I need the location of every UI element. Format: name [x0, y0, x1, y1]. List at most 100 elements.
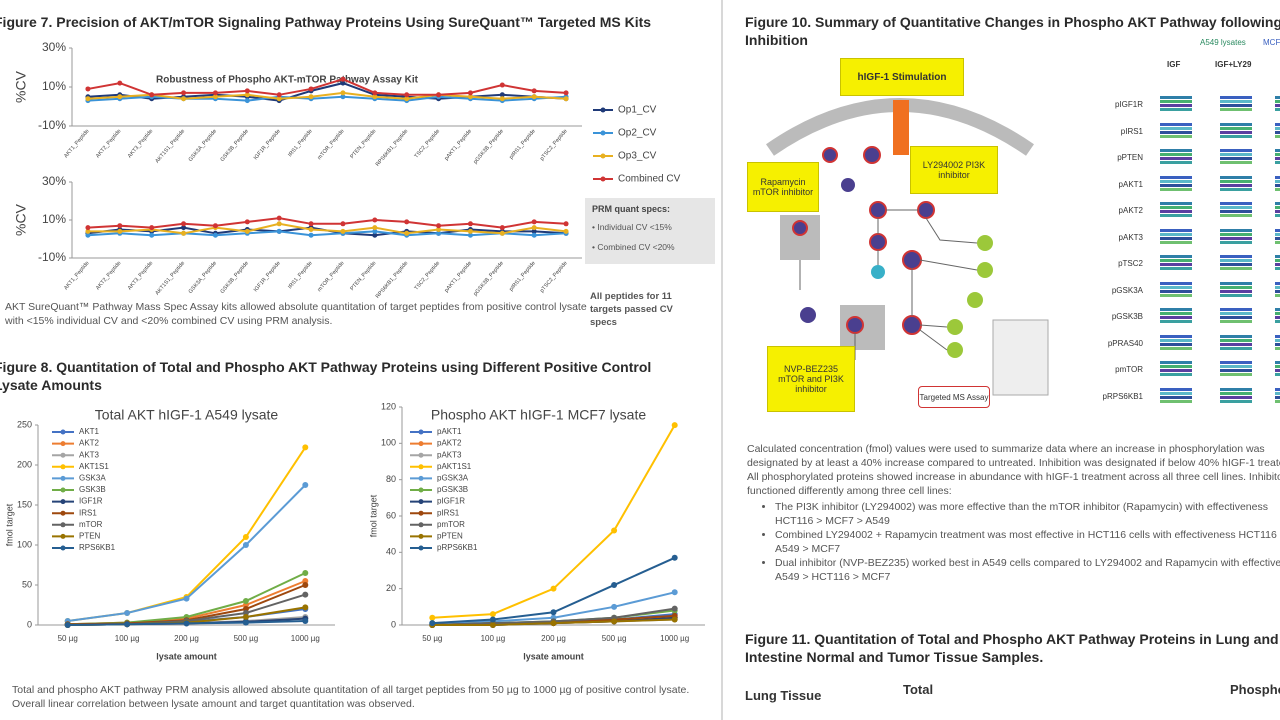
heatmap-stripe: [1275, 202, 1280, 205]
y-tick-label: 10%: [42, 212, 66, 226]
legend-marker: [60, 522, 66, 528]
node: [947, 342, 963, 358]
legend-label: GSK3B: [79, 485, 106, 494]
y-axis-label: %CV: [13, 70, 29, 103]
node: [800, 307, 816, 323]
data-point: [85, 225, 91, 231]
y-tick-label: 30%: [42, 40, 66, 54]
heatmap-stripe: [1220, 232, 1252, 236]
bullet-list: The PI3K inhibitor (LY294002) was more e…: [745, 500, 1280, 584]
data-point: [563, 228, 569, 234]
heatmap-stripe: [1220, 206, 1252, 209]
data-point: [302, 444, 309, 451]
heatmap-stripe: [1220, 126, 1252, 130]
data-point: [64, 622, 71, 628]
tissue-label: Total: [903, 682, 934, 697]
x-tick-label: RPS6KB1_Peptide: [375, 128, 409, 167]
heatmap-stripe: [1220, 228, 1252, 232]
data-point: [244, 228, 250, 234]
heatmap-stripe: [1220, 161, 1252, 164]
y-tick-label: 0: [391, 619, 396, 629]
heatmap-stripe: [1275, 157, 1280, 160]
data-point: [429, 614, 436, 621]
figure-title: Figure 8. Quantitation of Total and Phos…: [0, 359, 652, 393]
heatmap-stripe: [1275, 289, 1280, 293]
y-tick-label: -10%: [38, 250, 66, 264]
node: [977, 262, 993, 278]
legend-label: AKT1: [79, 427, 100, 436]
legend-marker: [418, 464, 424, 470]
legend-marker: [60, 499, 66, 505]
heatmap-stripe: [1160, 334, 1192, 338]
heatmap-stripe: [1275, 361, 1280, 364]
heatmap-stripe: [1275, 293, 1280, 297]
figure-caption: AKT SureQuant™ Pathway Mass Spec Assay k…: [5, 301, 587, 327]
y-tick-label: 80: [386, 474, 396, 484]
x-tick-label: AKT1S1_Peptide: [154, 260, 186, 296]
data-point: [244, 88, 250, 94]
heatmap-stripe: [1160, 175, 1192, 179]
figure-title: Figure 10. Summary of Quantitative Chang…: [745, 14, 1280, 48]
heatmap-stripe: [1275, 342, 1280, 346]
heatmap-stripe: [1275, 187, 1280, 191]
x-tick-label: pIRS1_Peptide: [508, 260, 536, 292]
heatmap-legend: A549 lysates: [1200, 38, 1246, 47]
heatmap-stripe: [1275, 130, 1280, 134]
legend-label: pAKT1S1: [437, 462, 472, 471]
y-tick-label: 10%: [42, 79, 66, 93]
legend-marker: [600, 176, 606, 182]
heatmap-stripe: [1160, 206, 1192, 209]
heatmap-stripe: [1220, 108, 1252, 111]
heatmap-row-label: pTSC2: [1118, 259, 1143, 268]
heatmap-stripe: [1160, 255, 1192, 258]
heatmap-row-label: pAKT2: [1118, 206, 1143, 215]
data-point: [404, 230, 410, 236]
data-point: [671, 589, 678, 596]
data-point: [531, 232, 537, 238]
heatmap-stripe: [1220, 255, 1252, 258]
data-point: [563, 221, 569, 227]
legend-marker: [418, 510, 424, 516]
heatmap-stripe: [1275, 134, 1280, 138]
data-point: [467, 94, 473, 100]
heatmap-stripe: [1275, 179, 1280, 183]
heatmap-stripe: [1275, 161, 1280, 164]
data-point: [467, 90, 473, 96]
heatmap-stripe: [1220, 312, 1252, 315]
data-point: [404, 92, 410, 98]
data-point: [489, 611, 496, 618]
x-tick-label: 500 µg: [602, 634, 627, 643]
y-tick-label: 0: [27, 619, 32, 629]
specs-title: PRM quant specs:: [592, 204, 671, 214]
x-tick-label: GSK3B_Peptide: [220, 260, 250, 295]
heatmap-stripe: [1160, 149, 1192, 152]
legend-label: RPS6KB1: [79, 543, 116, 552]
heatmap-stripe: [1220, 240, 1252, 244]
x-tick-label: GSK3A_Peptide: [188, 128, 218, 163]
data-point: [340, 76, 346, 82]
diagram-label: NVP-BEZ235 mTOR and PI3K inhibitor: [767, 346, 855, 412]
heatmap-stripe: [1220, 334, 1252, 338]
data-point: [124, 621, 131, 628]
data-point: [436, 223, 442, 229]
heatmap-stripe: [1220, 187, 1252, 191]
data-point: [181, 221, 187, 227]
x-tick-label: TSC2_Peptide: [414, 128, 442, 159]
heatmap-stripe: [1160, 228, 1192, 232]
heatmap-stripe: [1160, 316, 1192, 319]
data-point: [85, 228, 91, 234]
heatmap-row-label: pAKT3: [1118, 232, 1143, 242]
legend-label: mTOR: [79, 520, 103, 529]
heatmap-stripe: [1220, 285, 1252, 289]
chart-title: Total AKT hIGF-1 A549 lysate: [95, 407, 279, 423]
y-tick-label: 100: [381, 438, 396, 448]
data-point: [276, 96, 282, 102]
data-point: [181, 230, 187, 236]
x-tick-label: GSK3A_Peptide: [188, 260, 218, 295]
data-point: [531, 88, 537, 94]
data-point: [372, 228, 378, 234]
heatmap-row-label: pGSK3A: [1111, 285, 1143, 295]
data-point: [611, 618, 618, 625]
heatmap-stripe: [1275, 334, 1280, 338]
heatmap-stripe: [1160, 236, 1192, 240]
